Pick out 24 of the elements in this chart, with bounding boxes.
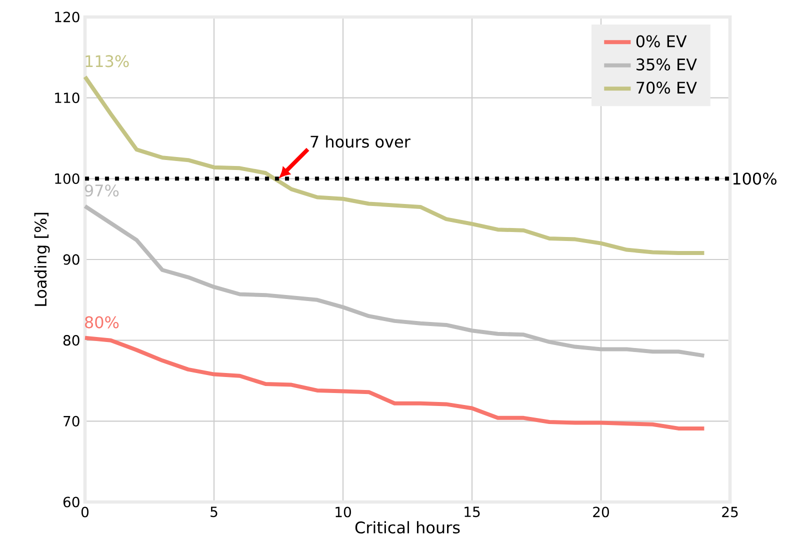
- x-tick-label: 25: [722, 506, 738, 518]
- y-tick-label: 120: [55, 12, 80, 22]
- y-tick-label: 80: [63, 335, 80, 346]
- x-tick-label: 15: [464, 506, 480, 518]
- annotation: 97%: [84, 184, 119, 197]
- x-tick-label: 20: [593, 506, 609, 518]
- y-tick-label: 100: [55, 173, 80, 184]
- y-tick-label: 70: [64, 416, 80, 426]
- y-tick-label: 90: [63, 254, 80, 265]
- y-tick-label: 110: [55, 92, 80, 104]
- y-tick-label: 60: [63, 496, 80, 508]
- annotation: 7 hours over: [310, 135, 410, 148]
- ref-line-label: 100%: [733, 172, 776, 185]
- x-axis-title: Critical hours: [355, 521, 460, 534]
- line-series: [83, 336, 706, 430]
- x-tick-label: 0: [81, 506, 89, 518]
- legend-label: 70% EV: [636, 82, 697, 94]
- annotation: 80%: [85, 316, 119, 328]
- x-tick-label: 5: [210, 506, 218, 518]
- y-axis-title: Loading [%]: [34, 212, 50, 306]
- legend-label: 0% EV: [636, 35, 687, 48]
- x-tick-label: 10: [336, 506, 351, 518]
- legend-label: 35% EV: [636, 58, 697, 71]
- annotation: 113%: [86, 55, 129, 68]
